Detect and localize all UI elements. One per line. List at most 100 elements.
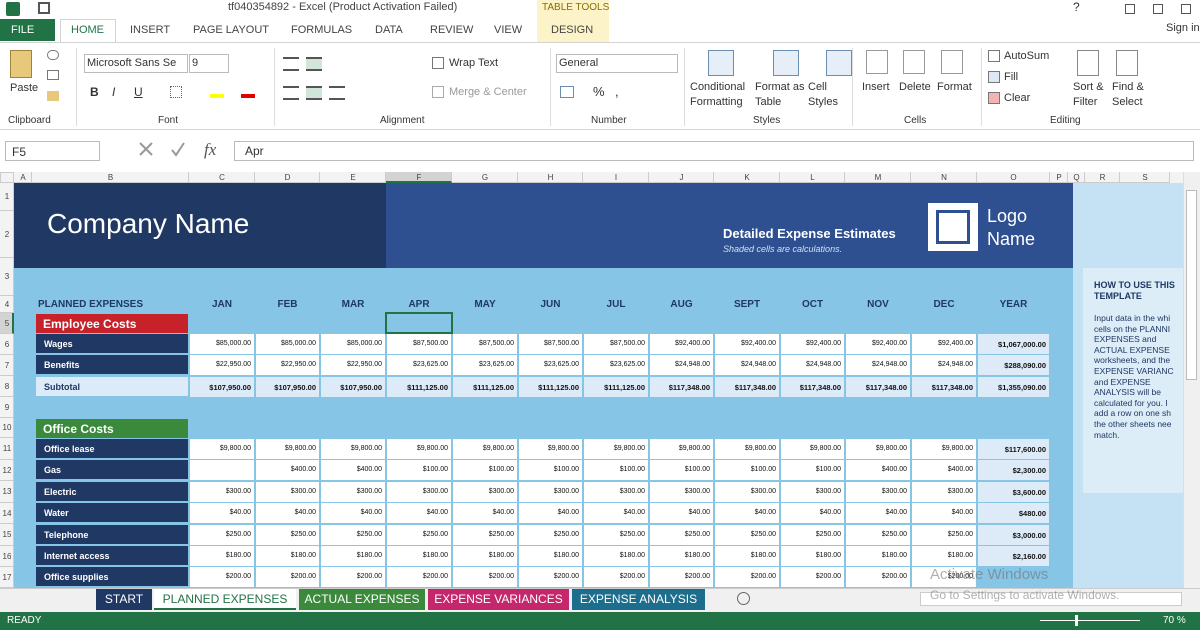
style-icon[interactable]: [708, 50, 734, 76]
sheet-tab-bg[interactable]: [299, 589, 425, 610]
horizontal-scrollbar[interactable]: [920, 592, 1182, 606]
borders-button[interactable]: [170, 86, 182, 98]
ribbon-tab[interactable]: VIEW: [494, 24, 523, 36]
editing-icon[interactable]: [1116, 50, 1138, 76]
paste-icon[interactable]: [10, 50, 32, 78]
ribbon-tab[interactable]: INSERT: [130, 24, 171, 36]
cells-button[interactable]: Insert: [862, 81, 890, 93]
fill-color-button[interactable]: [210, 94, 224, 98]
font-style-button[interactable]: U: [134, 85, 143, 99]
help-button[interactable]: ?: [1073, 0, 1080, 14]
sheet-tab-bg[interactable]: [96, 589, 152, 610]
number-symbol[interactable]: ,: [615, 84, 619, 99]
font-name[interactable]: Microsoft Sans Se: [87, 57, 177, 69]
minimize-button[interactable]: [1125, 4, 1135, 14]
font-size[interactable]: 9: [192, 57, 199, 69]
merge-icon[interactable]: [432, 86, 444, 98]
formula-input[interactable]: [234, 141, 1194, 161]
align-button[interactable]: [306, 86, 322, 100]
ribbon-tab[interactable]: FORMULAS: [291, 24, 353, 36]
home-tab-bg[interactable]: [60, 19, 116, 43]
sheet-tab[interactable]: EXPENSE ANALYSIS: [579, 592, 698, 606]
sheet-tab-bg[interactable]: [572, 589, 705, 610]
font-style-button[interactable]: B: [90, 85, 99, 99]
accounting-button[interactable]: [560, 86, 574, 98]
align-button[interactable]: [329, 86, 345, 100]
row-label-bg: [36, 355, 188, 376]
copy-icon[interactable]: [47, 70, 59, 80]
editing-button[interactable]: Select: [1112, 96, 1143, 108]
cell-value: $180.00: [290, 552, 316, 559]
row-number: 13: [2, 487, 12, 496]
cut-icon[interactable]: [47, 50, 59, 60]
paste-label[interactable]: Paste: [10, 82, 39, 94]
sheet-tab[interactable]: PLANNED EXPENSES: [162, 592, 288, 606]
cells-button[interactable]: Format: [937, 81, 972, 93]
file-tab-bg[interactable]: [0, 19, 55, 41]
cells-icon[interactable]: [941, 50, 963, 74]
style-icon[interactable]: [773, 50, 799, 76]
editing-button[interactable]: Sort &: [1073, 81, 1104, 93]
number-symbol[interactable]: %: [593, 84, 605, 99]
cancel-icon[interactable]: [138, 141, 154, 157]
name-box[interactable]: [5, 141, 100, 161]
editing-icon[interactable]: [988, 92, 1000, 104]
editing-button[interactable]: Fill: [1004, 71, 1019, 83]
number-format[interactable]: General: [559, 57, 599, 69]
enter-icon[interactable]: [170, 141, 186, 157]
painter-icon[interactable]: [47, 91, 59, 101]
editing-icon[interactable]: [1077, 50, 1099, 76]
ribbon-tab[interactable]: HOME: [71, 24, 104, 36]
wrap-text[interactable]: Wrap Text: [449, 57, 499, 69]
sheet-tab[interactable]: EXPENSE VARIANCES: [434, 592, 563, 606]
sheet-tab[interactable]: ACTUAL EXPENSES: [304, 592, 420, 606]
ribbon-tab[interactable]: DATA: [375, 24, 403, 36]
cells-button[interactable]: Delete: [899, 81, 931, 93]
style-button[interactable]: Cell: [808, 81, 827, 93]
merge-center[interactable]: Merge & Center: [449, 86, 527, 98]
font-name-box[interactable]: [84, 54, 188, 73]
sign-in[interactable]: Sign in: [1166, 22, 1200, 34]
font-size-box[interactable]: [189, 54, 229, 73]
zoom-thumb[interactable]: [1075, 615, 1078, 626]
month-header: DEC: [933, 299, 955, 310]
font-style-button[interactable]: I: [112, 85, 116, 99]
style-button[interactable]: Table: [755, 96, 782, 108]
editing-icon[interactable]: [988, 71, 1000, 83]
ribbon-tab[interactable]: DESIGN: [551, 24, 594, 36]
wrap-icon[interactable]: [432, 57, 444, 69]
cells-icon[interactable]: [903, 50, 925, 74]
ribbon-tab[interactable]: REVIEW: [430, 24, 474, 36]
editing-icon[interactable]: [988, 50, 1000, 62]
close-button[interactable]: [1181, 4, 1191, 14]
sheet-tab[interactable]: START: [104, 592, 144, 606]
selected-cell[interactable]: [385, 312, 453, 334]
zoom-level[interactable]: 70 %: [1163, 615, 1186, 626]
ribbon-tab[interactable]: FILE: [11, 24, 35, 36]
add-sheet[interactable]: [737, 592, 750, 605]
ribbon-tab[interactable]: PAGE LAYOUT: [193, 24, 270, 36]
style-button[interactable]: Format as: [755, 81, 805, 93]
font-color-button[interactable]: [241, 94, 255, 98]
align-button[interactable]: [283, 86, 299, 100]
style-icon[interactable]: [826, 50, 852, 76]
sheet-tab-bg[interactable]: [428, 589, 569, 610]
align-button[interactable]: [306, 57, 322, 71]
sheet-tab-bg[interactable]: [154, 589, 296, 610]
restore-button[interactable]: [1153, 4, 1163, 14]
cells-icon[interactable]: [866, 50, 888, 74]
editing-button[interactable]: Filter: [1073, 96, 1098, 108]
style-button[interactable]: Formatting: [690, 96, 743, 108]
formula-content[interactable]: Apr: [245, 144, 264, 158]
editing-button[interactable]: Find &: [1112, 81, 1144, 93]
style-button[interactable]: Conditional: [690, 81, 746, 93]
number-format-box[interactable]: [556, 54, 678, 73]
zoom-slider[interactable]: [1040, 620, 1140, 621]
name-box-text[interactable]: F5: [12, 145, 27, 159]
style-button[interactable]: Styles: [808, 96, 838, 108]
vertical-thumb[interactable]: [1186, 190, 1197, 380]
align-button[interactable]: [283, 57, 299, 71]
fx-button[interactable]: fx: [204, 140, 217, 159]
editing-button[interactable]: AutoSum: [1004, 50, 1050, 62]
editing-button[interactable]: Clear: [1004, 92, 1031, 104]
